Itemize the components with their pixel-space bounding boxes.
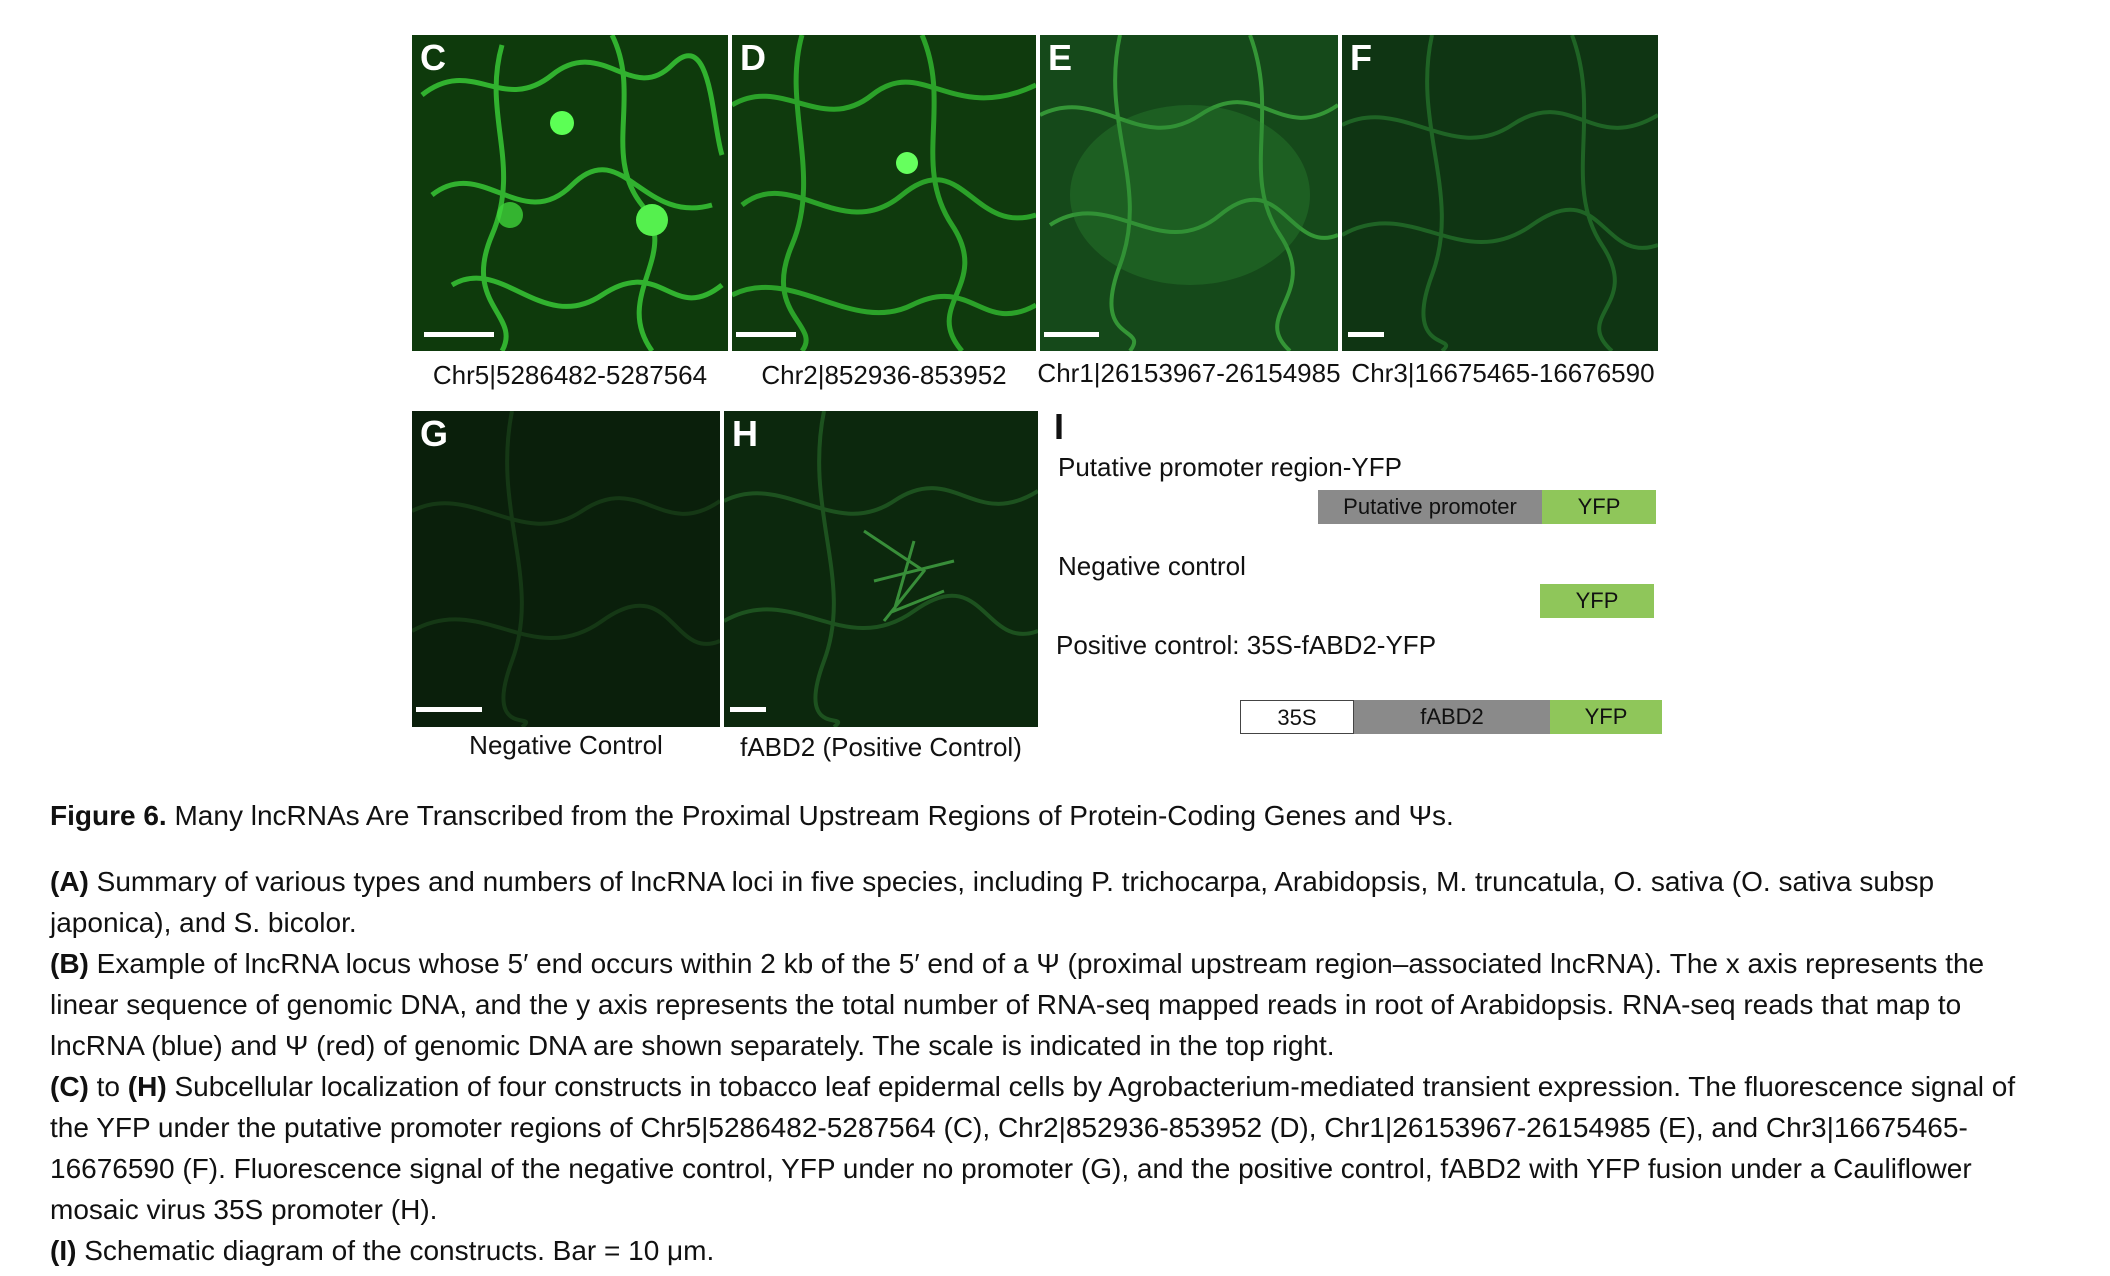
legend-text: Schematic diagram of the constructs. Bar…	[76, 1235, 715, 1266]
micrograph-panel-d: D	[732, 35, 1036, 351]
panel-letter: E	[1048, 37, 1073, 78]
legend-b: (B) Example of lncRNA locus whose 5′ end…	[50, 943, 2060, 1066]
panel-caption-d: Chr2|852936-853952	[761, 360, 1007, 390]
legend-c-to-h: (C) to (H) Subcellular localization of f…	[50, 1066, 2060, 1230]
panel-letter-i: I	[1054, 406, 1065, 447]
cell-outline-image	[1040, 35, 1338, 351]
micrograph-panel-e: E	[1040, 35, 1338, 351]
scale-bar	[1044, 332, 1099, 337]
panel-caption-g: Negative Control	[469, 730, 663, 760]
cell-outline-image	[412, 411, 720, 727]
micrograph-panel-g: G	[412, 411, 720, 727]
figure-number: Figure 6.	[50, 800, 167, 831]
construct1-label: Putative promoter region-YFP	[1058, 452, 1402, 482]
figure-title-text: Many lncRNAs Are Transcribed from the Pr…	[174, 800, 1454, 831]
legend-text: Summary of various types and numbers of …	[50, 866, 1935, 938]
panel-caption-c: Chr5|5286482-5287564	[432, 360, 708, 390]
cell-outline-image	[732, 35, 1036, 351]
panel-letter: F	[1350, 37, 1372, 78]
legend-text: to	[88, 1071, 128, 1102]
legend-tag: (H)	[127, 1071, 167, 1102]
micrograph-panel-h: H	[724, 411, 1038, 727]
figure-legend: (A) Summary of various types and numbers…	[50, 861, 2060, 1271]
panel-letter: H	[732, 413, 758, 454]
construct3-label: Positive control: 35S-fABD2-YFP	[1056, 630, 1437, 660]
construct2-label: Negative control	[1058, 551, 1246, 581]
scale-bar	[736, 332, 796, 337]
panel-letter: C	[420, 37, 446, 78]
legend-text: Example of lncRNA locus whose 5′ end occ…	[50, 948, 1985, 1061]
panel-caption-f: Chr3|16675465-16676590	[1351, 358, 1655, 388]
micrograph-panel-c: C	[412, 35, 728, 351]
legend-i: (I) Schematic diagram of the constructs.…	[50, 1230, 2060, 1271]
scale-bar	[730, 707, 766, 712]
micrograph-panel-f: F	[1342, 35, 1658, 351]
panel-caption-h: fABD2 (Positive Control)	[740, 732, 1022, 762]
cell-outline-image	[1342, 35, 1658, 351]
scale-bar	[424, 332, 494, 337]
scale-bar	[416, 707, 482, 712]
legend-text: Subcellular localization of four constru…	[50, 1071, 2016, 1225]
panel-letter: G	[420, 413, 449, 454]
figure-title: Figure 6. Many lncRNAs Are Transcribed f…	[50, 800, 1454, 832]
legend-tag: (A)	[50, 866, 89, 897]
cell-outline-image	[420, 35, 725, 351]
yfp-box: YFP	[1540, 584, 1654, 618]
scale-bar	[1348, 332, 1384, 337]
legend-tag: (C)	[50, 1071, 89, 1102]
legend-tag: (B)	[50, 948, 89, 979]
yfp-box: YFP	[1550, 700, 1662, 734]
putative-promoter-box: Putative promoter	[1318, 490, 1542, 524]
panel-letter: D	[740, 37, 766, 78]
cell-outline-image	[724, 411, 1038, 727]
35s-box: 35S	[1240, 700, 1354, 734]
panel-caption-e: Chr1|26153967-26154985	[1037, 358, 1341, 388]
legend-a: (A) Summary of various types and numbers…	[50, 861, 2060, 943]
yfp-box: YFP	[1542, 490, 1656, 524]
legend-tag: (I)	[50, 1235, 77, 1266]
fabd2-box: fABD2	[1354, 700, 1550, 734]
